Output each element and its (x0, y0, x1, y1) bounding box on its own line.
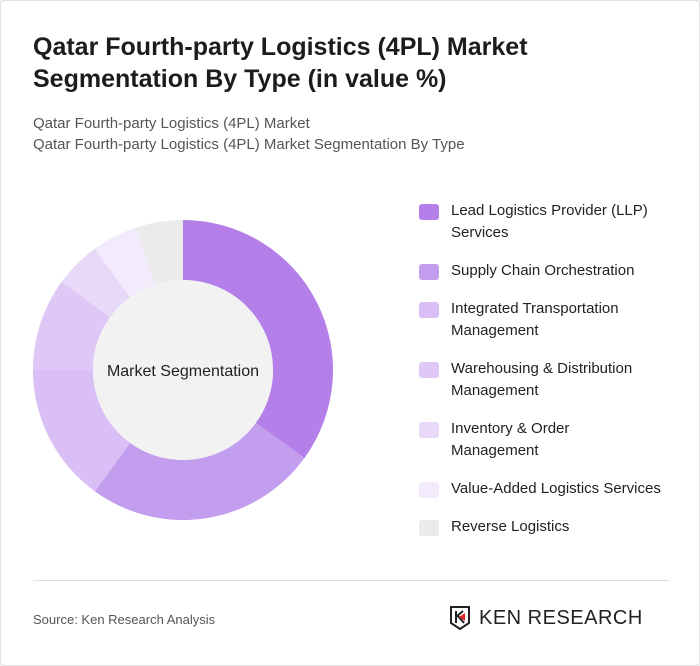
slice-6 (136, 220, 183, 285)
legend-label: Lead Logistics Provider (LLP) Services (451, 202, 648, 241)
chart-title: Qatar Fourth-party Logistics (4PL) Marke… (33, 33, 528, 93)
donut-hole (93, 280, 273, 460)
legend-label: Warehousing & Distribution Management (451, 360, 633, 399)
center-label: Market Segmentation (107, 363, 259, 380)
legend-swatch (419, 520, 439, 536)
legend-swatch (419, 362, 439, 378)
legend-item: Inventory & Order Management (419, 418, 679, 462)
slice-2 (33, 370, 131, 492)
legend-item: Reverse Logistics (419, 516, 679, 538)
slice-3 (33, 281, 111, 370)
legend-item: Lead Logistics Provider (LLP) Services (419, 200, 679, 244)
legend-swatch (419, 302, 439, 318)
subtitle-market: Qatar Fourth-party Logistics (4PL) Marke… (33, 115, 310, 132)
logo-text: KEN RESEARCH (479, 606, 643, 629)
legend-label: Value-Added Logistics Services (451, 480, 661, 497)
legend: Lead Logistics Provider (LLP) Services Su… (419, 200, 679, 554)
legend-item: Supply Chain Orchestration (419, 260, 679, 282)
legend-swatch (419, 204, 439, 220)
slice-0 (183, 220, 333, 459)
legend-swatch (419, 422, 439, 438)
legend-label: Integrated Transportation Management (451, 300, 619, 339)
ken-logo-icon (450, 606, 470, 631)
slice-4 (61, 248, 131, 318)
legend-item: Integrated Transportation Management (419, 298, 679, 342)
legend-swatch (419, 482, 439, 498)
divider (33, 580, 669, 581)
slice-5 (94, 227, 156, 298)
legend-item: Value-Added Logistics Services (419, 478, 679, 500)
legend-label: Inventory & Order Management (451, 420, 570, 459)
slice-1 (94, 422, 305, 520)
ken-research-logo: KEN RESEARCH (449, 605, 643, 631)
legend-label: Supply Chain Orchestration (451, 262, 635, 279)
subtitle-segmentation: Qatar Fourth-party Logistics (4PL) Marke… (33, 136, 465, 153)
source-note: Source: Ken Research Analysis (33, 612, 216, 627)
donut-chart: Market Segmentation (33, 220, 333, 520)
legend-swatch (419, 264, 439, 280)
legend-label: Reverse Logistics (451, 518, 570, 535)
legend-item: Warehousing & Distribution Management (419, 358, 679, 402)
